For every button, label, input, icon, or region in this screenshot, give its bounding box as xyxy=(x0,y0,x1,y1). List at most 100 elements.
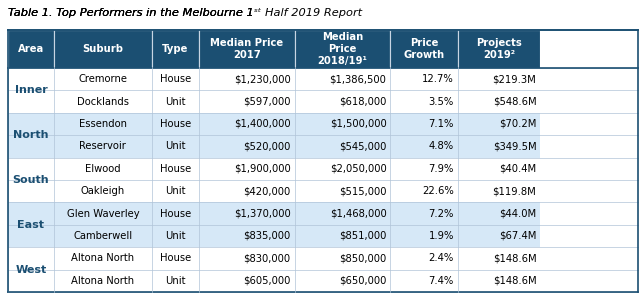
Bar xyxy=(8,180,54,202)
Bar xyxy=(199,30,295,68)
Text: $1,386,500: $1,386,500 xyxy=(330,74,386,84)
Text: $420,000: $420,000 xyxy=(243,186,290,196)
Bar xyxy=(458,30,540,68)
Text: 22.6%: 22.6% xyxy=(422,186,454,196)
Text: $835,000: $835,000 xyxy=(243,231,290,241)
Text: Unit: Unit xyxy=(165,276,185,286)
Bar xyxy=(390,225,458,247)
Text: Price
Growth: Price Growth xyxy=(404,38,444,60)
Bar xyxy=(151,202,199,225)
Text: $851,000: $851,000 xyxy=(339,231,386,241)
Text: Projects
2019²: Projects 2019² xyxy=(476,38,522,60)
Text: 3.5%: 3.5% xyxy=(428,96,454,107)
Text: $830,000: $830,000 xyxy=(243,253,290,263)
Text: Camberwell: Camberwell xyxy=(73,231,133,241)
Text: Inner: Inner xyxy=(15,86,48,95)
Bar xyxy=(151,180,199,202)
Bar xyxy=(151,225,199,247)
Bar xyxy=(390,68,458,90)
Text: Median
Price
2018/19¹: Median Price 2018/19¹ xyxy=(317,32,368,66)
Text: Essendon: Essendon xyxy=(79,119,127,129)
Bar xyxy=(151,135,199,157)
Bar xyxy=(8,157,54,180)
Text: $650,000: $650,000 xyxy=(339,276,386,286)
Bar xyxy=(295,247,390,270)
Bar xyxy=(151,30,199,68)
Bar xyxy=(199,90,295,113)
Text: $148.6M: $148.6M xyxy=(493,253,536,263)
Text: 1.9%: 1.9% xyxy=(428,231,454,241)
Text: South: South xyxy=(13,175,50,185)
Bar xyxy=(151,157,199,180)
Bar xyxy=(458,225,540,247)
Text: $1,400,000: $1,400,000 xyxy=(234,119,290,129)
Text: Area: Area xyxy=(18,44,44,54)
Bar xyxy=(390,113,458,135)
Text: $349.5M: $349.5M xyxy=(493,141,536,151)
Bar xyxy=(151,247,199,270)
Bar xyxy=(8,135,54,157)
Bar xyxy=(54,180,151,202)
Text: $520,000: $520,000 xyxy=(243,141,290,151)
Text: Unit: Unit xyxy=(165,186,185,196)
Text: $219.3M: $219.3M xyxy=(493,74,536,84)
Text: Type: Type xyxy=(162,44,189,54)
Text: House: House xyxy=(160,164,191,174)
Bar xyxy=(199,157,295,180)
Text: $515,000: $515,000 xyxy=(339,186,386,196)
Text: $1,230,000: $1,230,000 xyxy=(234,74,290,84)
Text: Oakleigh: Oakleigh xyxy=(80,186,125,196)
Text: $605,000: $605,000 xyxy=(243,276,290,286)
Bar xyxy=(390,30,458,68)
Bar xyxy=(54,135,151,157)
Text: Cremorne: Cremorne xyxy=(79,74,128,84)
Bar xyxy=(199,247,295,270)
Text: Suburb: Suburb xyxy=(82,44,123,54)
Text: 7.9%: 7.9% xyxy=(428,164,454,174)
Bar xyxy=(458,68,540,90)
Text: 4.8%: 4.8% xyxy=(429,141,454,151)
Bar xyxy=(199,225,295,247)
Text: Unit: Unit xyxy=(165,96,185,107)
Bar xyxy=(199,180,295,202)
Text: $1,500,000: $1,500,000 xyxy=(330,119,386,129)
Text: House: House xyxy=(160,119,191,129)
Bar xyxy=(54,225,151,247)
Bar xyxy=(390,180,458,202)
Text: $2,050,000: $2,050,000 xyxy=(330,164,386,174)
Bar xyxy=(295,90,390,113)
Text: Table 1. Top Performers in the Melbourne 1: Table 1. Top Performers in the Melbourne… xyxy=(8,8,254,18)
Bar xyxy=(390,135,458,157)
Bar xyxy=(199,270,295,292)
Bar xyxy=(8,113,54,135)
Bar xyxy=(390,90,458,113)
Bar xyxy=(295,157,390,180)
Bar xyxy=(199,113,295,135)
Text: Altona North: Altona North xyxy=(71,276,135,286)
Text: $548.6M: $548.6M xyxy=(493,96,536,107)
Text: North: North xyxy=(14,130,49,140)
Text: West: West xyxy=(15,265,46,275)
Text: 2.4%: 2.4% xyxy=(428,253,454,263)
Text: House: House xyxy=(160,253,191,263)
Bar xyxy=(151,90,199,113)
Bar xyxy=(54,68,151,90)
Text: $545,000: $545,000 xyxy=(339,141,386,151)
Bar xyxy=(458,247,540,270)
Bar xyxy=(151,113,199,135)
Bar xyxy=(151,68,199,90)
Bar xyxy=(295,30,390,68)
Text: $148.6M: $148.6M xyxy=(493,276,536,286)
Text: 7.1%: 7.1% xyxy=(428,119,454,129)
Bar xyxy=(295,270,390,292)
Text: $597,000: $597,000 xyxy=(243,96,290,107)
Bar xyxy=(54,113,151,135)
Bar xyxy=(8,247,54,270)
Bar xyxy=(295,225,390,247)
Bar xyxy=(8,225,54,247)
Bar xyxy=(458,135,540,157)
Text: 7.2%: 7.2% xyxy=(428,209,454,219)
Text: 7.4%: 7.4% xyxy=(428,276,454,286)
Text: $850,000: $850,000 xyxy=(339,253,386,263)
Bar xyxy=(151,270,199,292)
